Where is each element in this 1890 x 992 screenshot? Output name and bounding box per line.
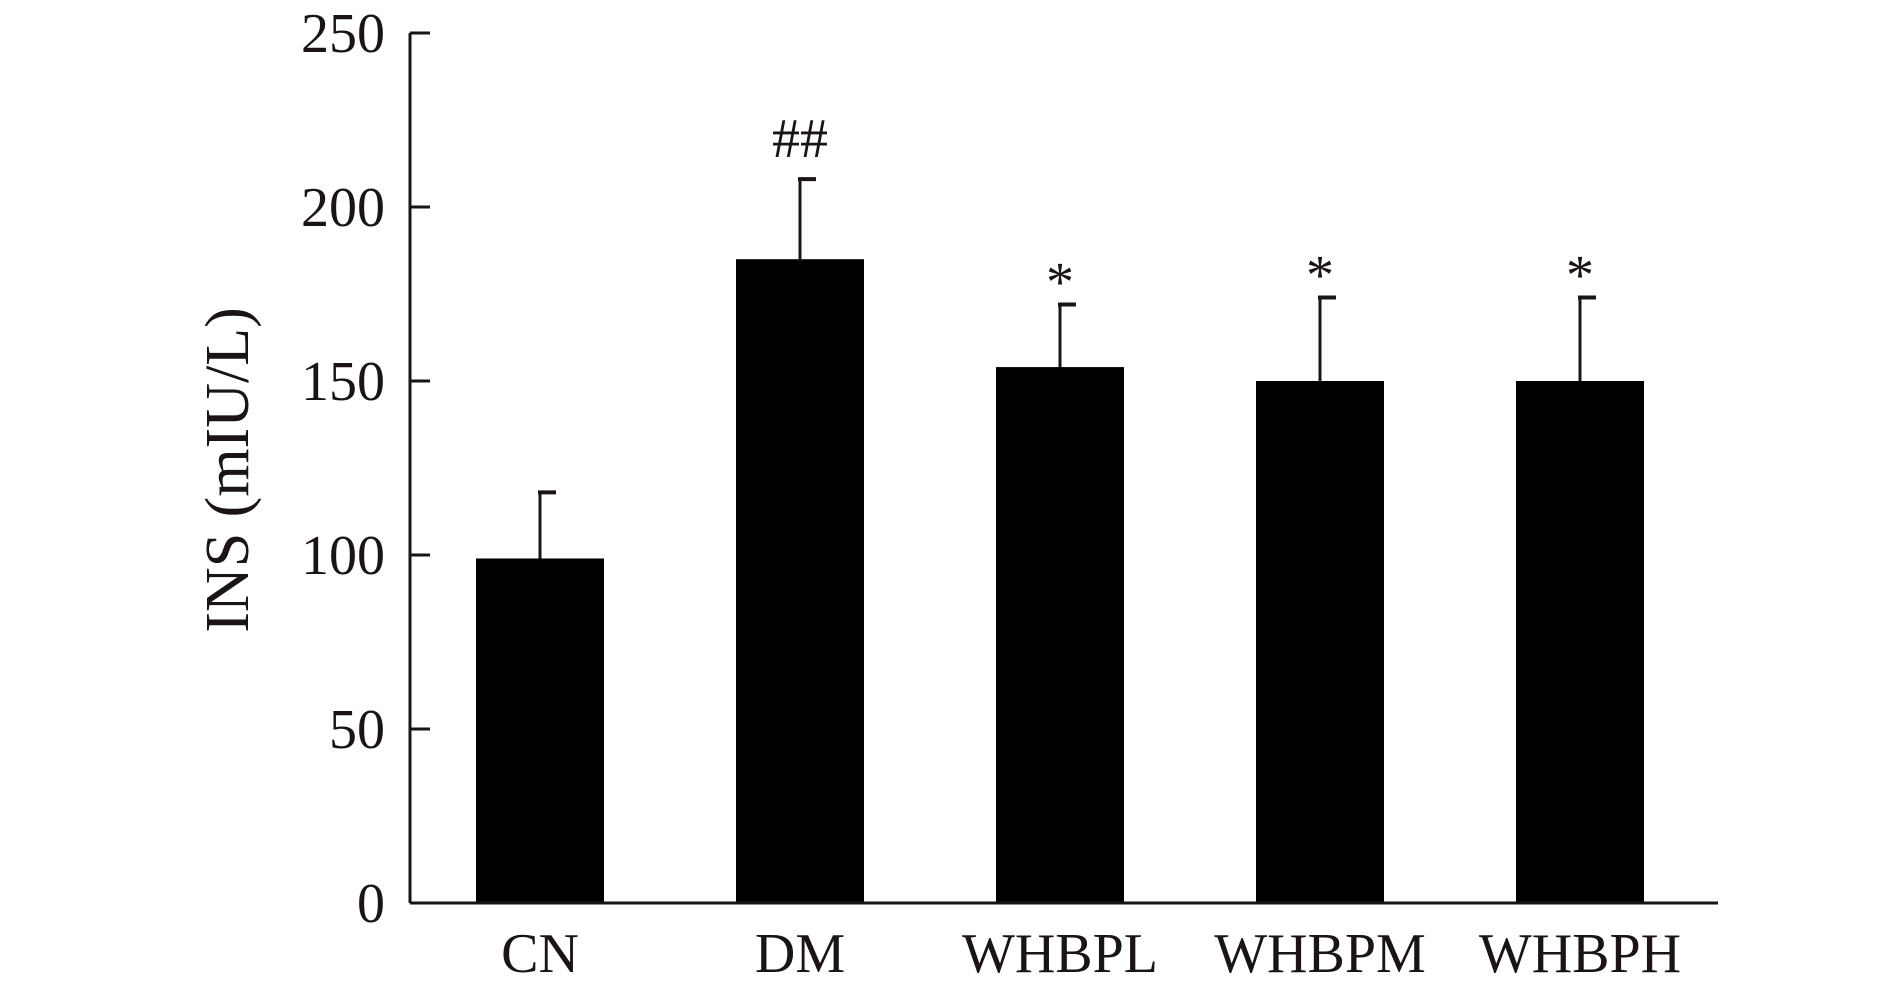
y-axis-title: INS (mIU/L) [194,307,262,632]
x-tick-label: WHBPL [962,923,1158,985]
significance-marker: * [1046,251,1074,313]
bar-whbpm [1256,381,1384,903]
significance-marker: * [1306,244,1334,306]
axes-group [408,33,1718,905]
error-bars-group [538,177,1596,559]
bar-whbpl [996,367,1124,904]
x-tick-labels-group: CN DM WHBPL WHBPM WHBPH [501,923,1681,985]
x-tick-label: WHBPM [1214,923,1426,985]
significance-marker: ## [772,108,828,170]
bar-whbph [1516,381,1644,903]
x-tick-label: WHBPH [1479,923,1681,985]
bars-group [476,259,1644,904]
y-ticks-group: 0 50 100 150 200 250 [301,3,430,935]
x-tick-label: DM [755,923,845,985]
y-tick-label: 150 [301,351,385,413]
bar-dm [736,259,864,903]
y-tick-label: 250 [301,3,385,65]
significance-annotations-group: ## * * * [772,108,1594,313]
y-tick-label: 0 [357,873,385,935]
bar-cn [476,558,604,903]
significance-marker: * [1566,244,1594,306]
x-tick-label: CN [501,923,579,985]
y-tick-label: 100 [301,525,385,587]
y-tick-label: 200 [301,177,385,239]
y-tick-label: 50 [329,699,385,761]
